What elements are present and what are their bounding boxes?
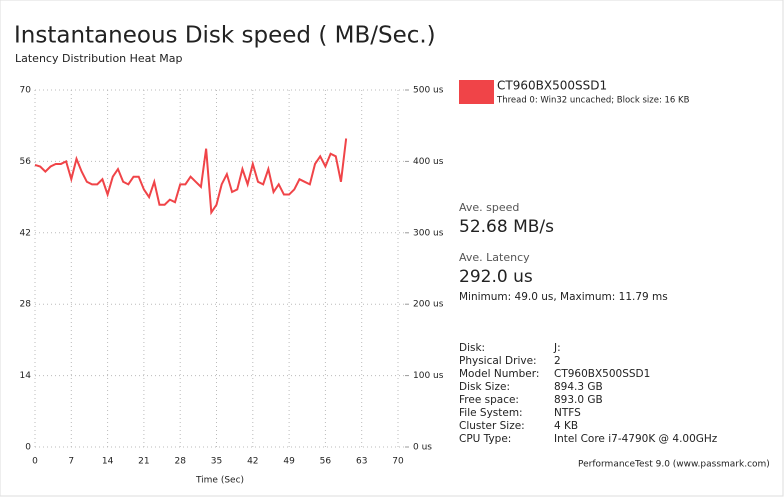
- info-value: CT960BX500SSD1: [554, 368, 650, 380]
- y2-tick-label: 500 us: [413, 86, 444, 96]
- info-label: Physical Drive:: [459, 355, 537, 367]
- x-tick-label: 70: [392, 457, 404, 467]
- x-tick-label: 21: [138, 457, 149, 467]
- x-tick-label: 56: [320, 457, 332, 467]
- x-tick-label: 28: [174, 457, 186, 467]
- footer: PerformanceTest 9.0 (www.passmark.com): [578, 460, 770, 470]
- info-value: NTFS: [554, 407, 581, 419]
- y2-tick-label: 400 us: [413, 157, 444, 167]
- info-value: 4 KB: [554, 420, 578, 432]
- info-label: Disk Size:: [459, 381, 510, 393]
- y-tick-label: 28: [20, 300, 32, 310]
- x-tick-label: 63: [356, 457, 367, 467]
- info-value: J:: [553, 342, 561, 354]
- info-value: 2: [554, 355, 561, 367]
- speed-label: Ave. speed: [459, 201, 519, 214]
- x-tick-label: 35: [211, 457, 222, 467]
- x-tick-label: 7: [68, 457, 74, 467]
- latency-label: Ave. Latency: [459, 251, 530, 264]
- info-label: Disk:: [459, 342, 485, 354]
- x-tick-label: 42: [247, 457, 258, 467]
- subtitle: Latency Distribution Heat Map: [15, 52, 182, 65]
- y-tick-label: 56: [20, 157, 32, 167]
- info-value: Intel Core i7-4790K @ 4.00GHz: [554, 433, 718, 445]
- info-value: 894.3 GB: [554, 381, 603, 393]
- info-label: File System:: [459, 407, 523, 419]
- chart-title: Instantaneous Disk speed ( MB/Sec.): [14, 23, 436, 49]
- x-tick-label: 49: [283, 457, 295, 467]
- y2-tick-label: 0 us: [413, 443, 432, 453]
- y2-tick-label: 100 us: [413, 371, 444, 381]
- x-axis-label: Time (Sec): [195, 476, 244, 486]
- info-label: Cluster Size:: [459, 420, 525, 432]
- latency-value: 292.0 us: [459, 267, 533, 287]
- info-label: CPU Type:: [459, 433, 511, 445]
- y2-tick-label: 200 us: [413, 300, 444, 310]
- x-tick-label: 0: [32, 457, 38, 467]
- speed-value: 52.68 MB/s: [459, 217, 554, 237]
- y-tick-label: 14: [20, 371, 32, 381]
- data-line: [34, 138, 348, 216]
- legend-label: CT960BX500SSD1: [497, 79, 607, 93]
- x-tick-label: 14: [102, 457, 114, 467]
- latency-minmax: Minimum: 49.0 us, Maximum: 11.79 ms: [459, 291, 668, 303]
- info-label: Free space:: [459, 394, 519, 406]
- y-tick-label: 0: [25, 443, 31, 453]
- info-label: Model Number:: [459, 368, 539, 380]
- y-tick-label: 70: [20, 86, 32, 96]
- legend-swatch: [459, 80, 494, 104]
- info-value: 893.0 GB: [554, 394, 603, 406]
- y-tick-label: 42: [20, 228, 31, 238]
- y2-tick-label: 300 us: [413, 228, 444, 238]
- legend-detail: Thread 0: Win32 uncached; Block size: 16…: [496, 96, 690, 106]
